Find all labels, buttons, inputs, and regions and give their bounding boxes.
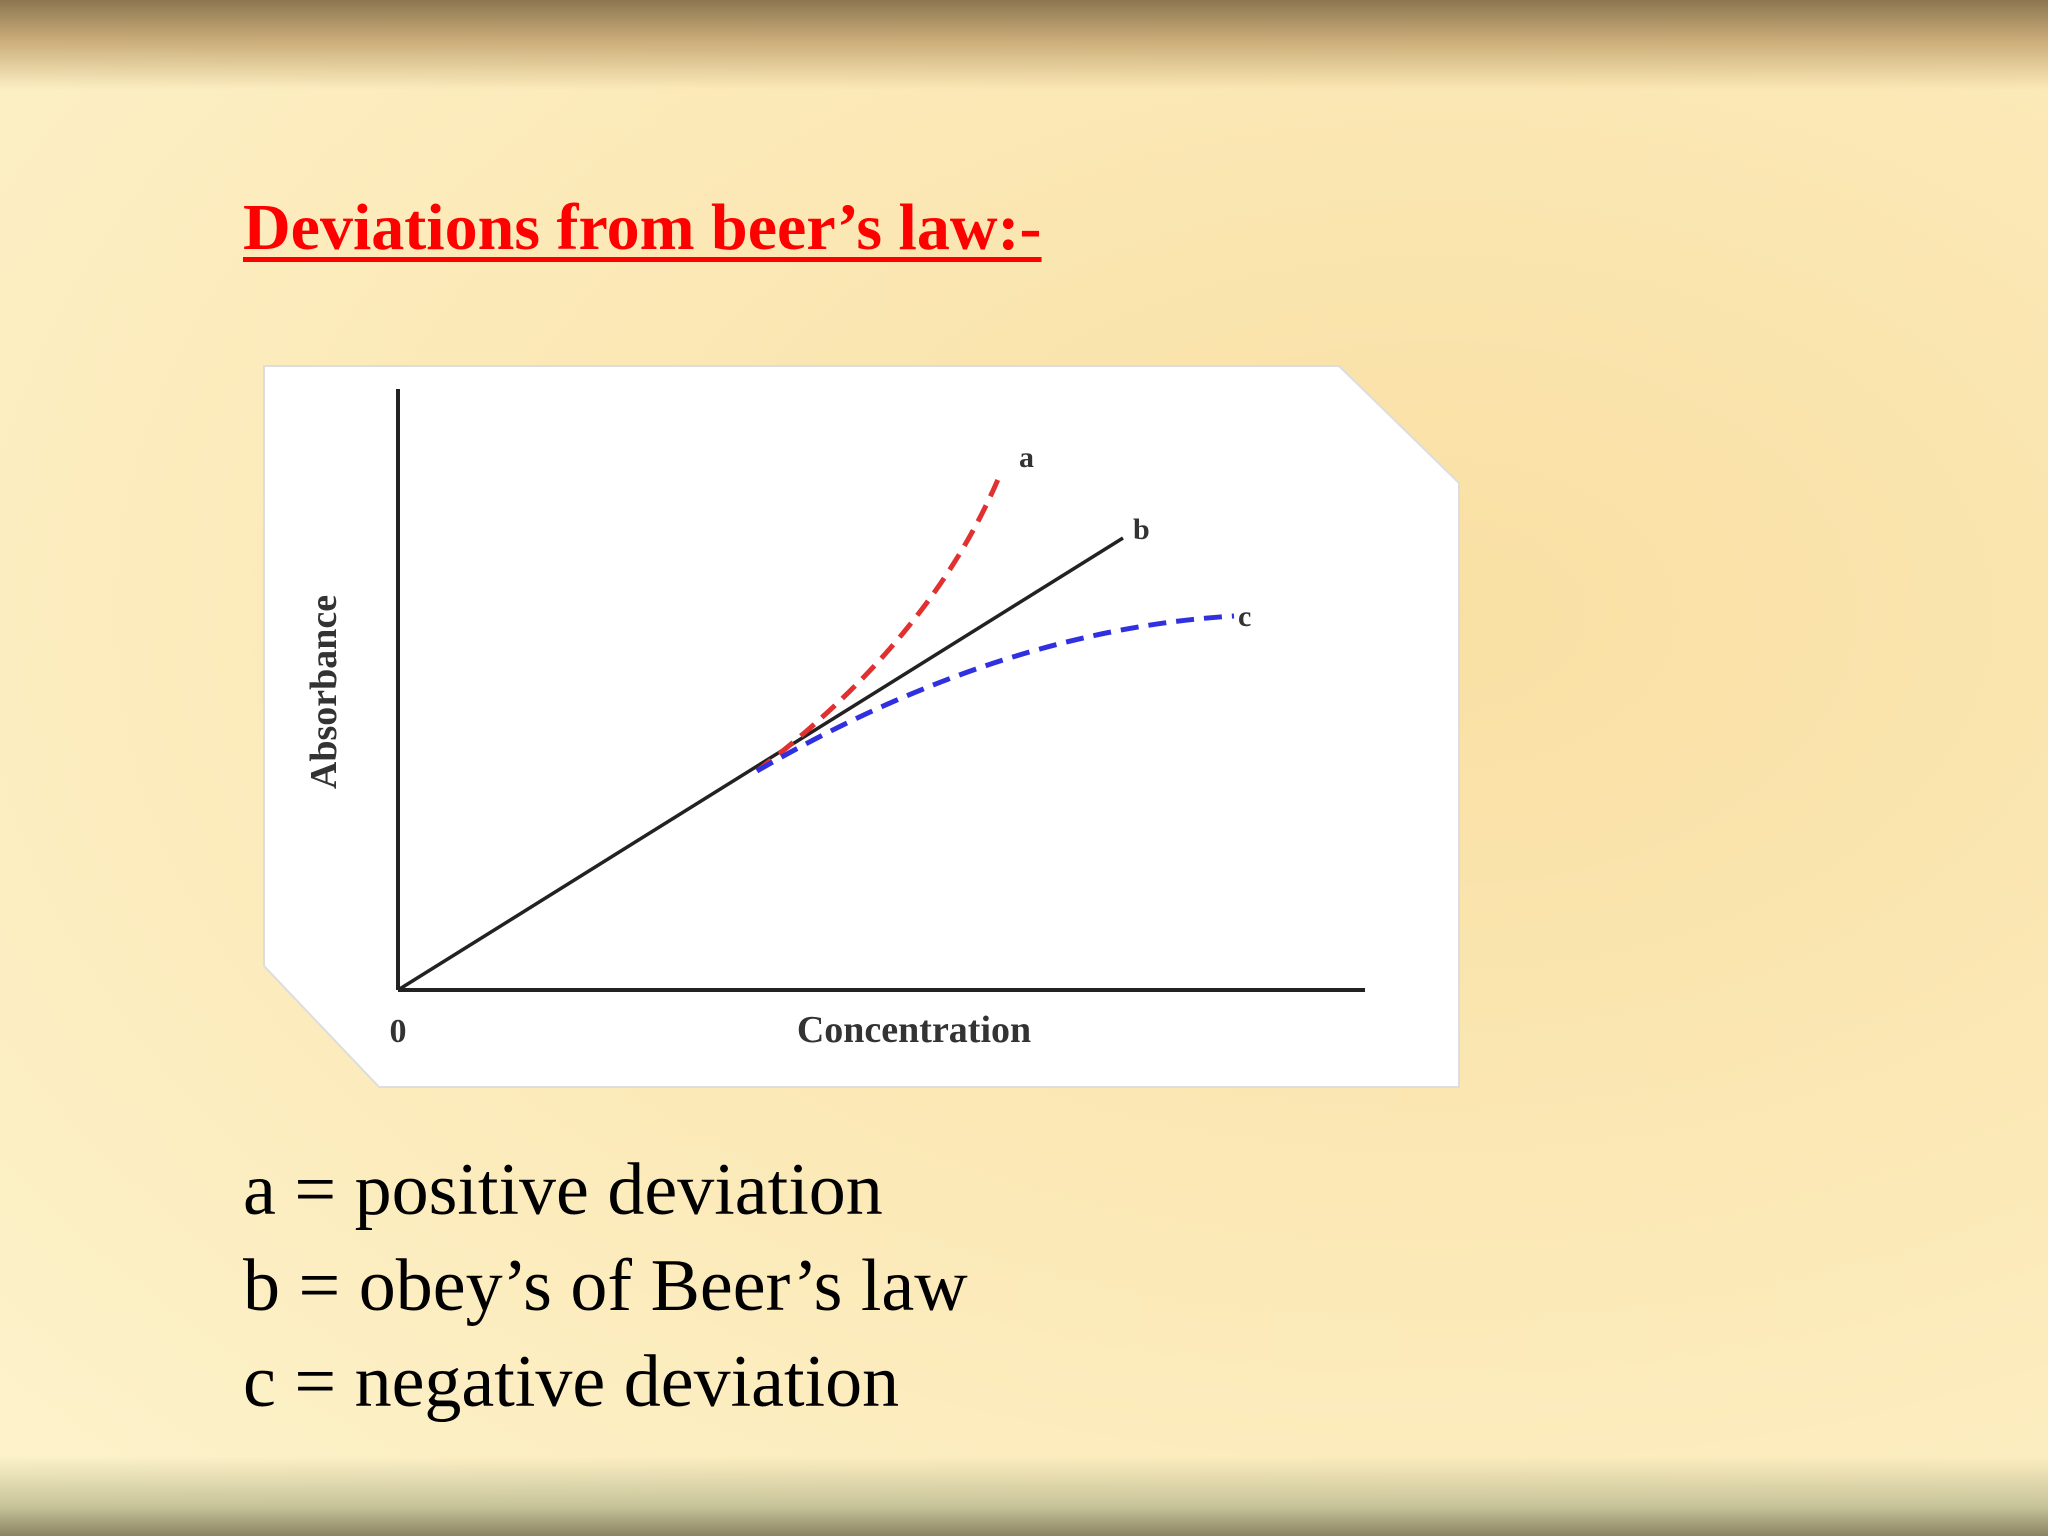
slide-title: Deviations from beer’s law:-: [243, 191, 1042, 264]
diagram-frame: [263, 365, 1460, 1088]
y-axis-label: Absorbance: [303, 595, 345, 789]
curve-label: c: [1238, 600, 1251, 633]
line-b: [397, 536, 1124, 992]
legend-item: c = negative deviation: [243, 1341, 900, 1423]
curve-label: b: [1133, 513, 1150, 546]
legend-item: b = obey’s of Beer’s law: [243, 1245, 968, 1327]
x-axis-label: Concentration: [797, 1009, 1031, 1051]
curve-c: [755, 613, 1235, 774]
legend: a = positive deviation b = obey’s of Bee…: [243, 1142, 968, 1430]
curve-a: [755, 476, 1002, 773]
origin-label: 0: [390, 1013, 407, 1050]
curve-label: a: [1019, 441, 1034, 474]
legend-item: a = positive deviation: [243, 1149, 883, 1231]
